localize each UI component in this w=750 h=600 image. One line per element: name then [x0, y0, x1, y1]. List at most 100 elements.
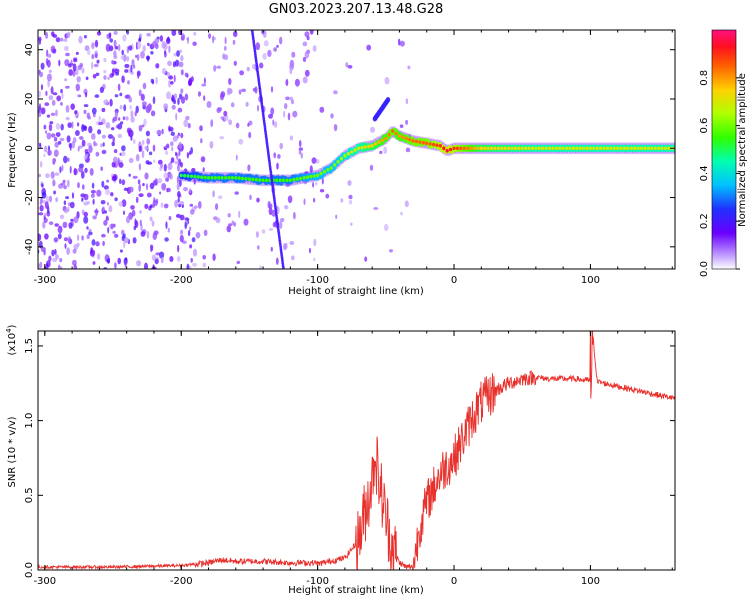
spectrogram-cell [272, 222, 276, 228]
spectrogram-cell [112, 173, 118, 181]
spectrogram-cell [203, 95, 206, 101]
spectrogram-peak-cell [374, 142, 378, 146]
spectrogram-cell [42, 199, 46, 204]
spectrogram-cell [405, 147, 411, 153]
spectrogram-cell [98, 121, 104, 126]
spectrogram-peak-cell [285, 178, 289, 183]
spectrogram-peak-cell [322, 169, 326, 174]
spectrogram-y-ticks: 40 20 0 -20 -40 [24, 43, 675, 255]
spectrogram-cell [117, 257, 121, 265]
spectrogram-cell [150, 110, 156, 117]
spectrogram-cell [96, 31, 102, 36]
spectrogram-cell [151, 220, 155, 227]
spectrogram-cell [107, 134, 114, 139]
spectrogram-peak-cell [299, 176, 303, 181]
spectrogram-cell [177, 164, 180, 172]
spectrogram-cell [298, 140, 302, 148]
spectrogram-peak-cell [220, 176, 224, 180]
spectrogram-cell [77, 122, 80, 127]
spectrogram-peak-cell [561, 146, 565, 151]
spectrogram-cell [81, 67, 85, 74]
x-tick-label: 100 [581, 576, 600, 587]
spectrogram-cell [167, 60, 172, 66]
spectrogram-cell [270, 107, 275, 116]
spectrogram-cell [62, 38, 68, 42]
spectrogram-cell [166, 187, 171, 193]
spectrogram-peak-cell [599, 146, 603, 151]
spectrogram-cell [166, 143, 170, 149]
spectrogram-cell [212, 190, 215, 198]
spectrogram-peak-cell [510, 146, 514, 151]
spectrogram-cell [52, 179, 56, 187]
spectrogram-cell [171, 94, 175, 103]
spectrogram-cell [71, 192, 75, 199]
spectrogram-cell [168, 75, 174, 80]
spectrogram-cell [103, 69, 107, 74]
spectrogram-peak-cell [503, 146, 507, 151]
spectrogram-cell [171, 104, 176, 110]
spectrogram-peak-cell [428, 142, 432, 146]
spectrogram-peak-cell [633, 146, 637, 151]
spectrogram-cell [108, 32, 112, 38]
spectrogram-cell [118, 162, 124, 168]
spectrogram-cell [92, 74, 97, 79]
spectrogram-cell [96, 59, 100, 64]
spectrogram-cell [177, 97, 180, 105]
spectrogram-cell [140, 231, 146, 237]
spectrogram-cell [178, 150, 181, 157]
spectrogram-cell [55, 197, 58, 203]
spectrogram-cell [141, 139, 145, 146]
spectrogram-cell [145, 130, 150, 137]
snr-scale-label: (x104) [5, 324, 18, 355]
spectrogram-cell [212, 35, 215, 44]
spectrogram-cell [95, 151, 100, 157]
spectrogram-cell [202, 254, 206, 260]
spectrogram-cell [256, 197, 260, 203]
spectrogram-cell [88, 231, 93, 236]
spectrogram-cell [123, 210, 125, 215]
spectrogram-peak-cell [462, 146, 466, 151]
spectrogram-cell [364, 256, 368, 262]
spectrogram-cell [87, 49, 91, 56]
spectrogram-cell [147, 103, 152, 112]
spectrogram-cell [95, 241, 100, 247]
spectrogram-cell [73, 243, 79, 251]
spectrogram-cell [96, 189, 102, 197]
y-tick-label: 1.5 [24, 338, 35, 354]
spectrogram-cell [177, 107, 183, 113]
spectrogram-cell [279, 142, 284, 150]
spectrogram-cell [243, 218, 249, 226]
spectrogram-cell [261, 229, 266, 234]
spectrogram-cell [63, 185, 67, 190]
spectrogram-cell [128, 96, 133, 103]
spectrogram-cell [47, 53, 52, 58]
spectrogram-cell [81, 184, 85, 190]
spectrogram-cell [106, 258, 110, 264]
spectrogram-cell [163, 203, 169, 209]
spectrogram-peak-cell [309, 174, 313, 179]
spectrogram-cell [181, 33, 186, 41]
spectrogram-signal [178, 30, 675, 269]
spectrogram-peak-cell [339, 156, 344, 161]
spectrogram-cell [126, 215, 131, 224]
spectrogram-cell [121, 179, 126, 186]
spectrogram-cell [192, 248, 198, 257]
spectrogram-cell [50, 133, 56, 138]
spectrogram-peak-cell [636, 146, 640, 151]
spectrogram-cell [133, 138, 136, 145]
x-tick-label: -100 [306, 275, 329, 286]
spectrogram-peak-cell [582, 146, 586, 151]
spectrogram-cell [287, 195, 293, 204]
spectrogram-peak-cell [217, 176, 221, 180]
spectrogram-cell [103, 210, 107, 214]
spectrogram-cell [176, 183, 180, 191]
spectrogram-cell [312, 182, 315, 188]
spectrogram-cell [285, 78, 289, 87]
spectrogram-cell [107, 202, 109, 206]
spectrogram-cell [198, 91, 201, 97]
spectrogram-cell [389, 249, 393, 253]
spectrogram-peak-cell [530, 146, 535, 151]
spectrogram-cell [112, 230, 116, 234]
spectrogram-cell [347, 65, 353, 69]
